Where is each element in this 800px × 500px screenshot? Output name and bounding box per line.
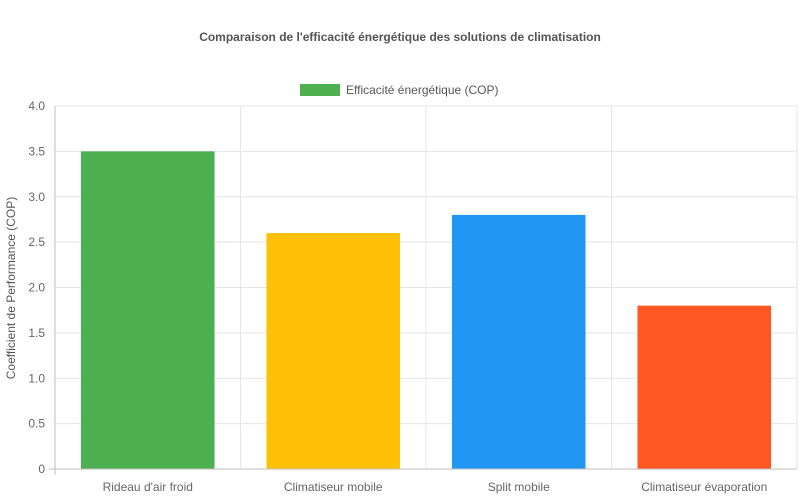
x-tick-label: Split mobile <box>488 480 550 494</box>
y-axis-label: Coefficient de Performance (COP) <box>4 197 18 380</box>
bars <box>80 151 772 469</box>
bar[interactable] <box>266 233 401 469</box>
y-tick-label: 0 <box>38 462 45 476</box>
y-tick-label: 0.5 <box>28 417 45 431</box>
x-tick-labels: Rideau d'air froid Climatiseur mobile Spli… <box>103 480 768 494</box>
y-tick-label: 4.0 <box>28 99 45 113</box>
chart-title: Comparaison de l'efficacité énergétique … <box>199 30 601 44</box>
y-tick-label: 3.5 <box>28 144 45 158</box>
bar[interactable] <box>451 214 586 469</box>
y-tick-label: 1.5 <box>28 326 45 340</box>
y-tick-labels: 0 0.5 1.0 1.5 2.0 2.5 3.0 3.5 4.0 <box>28 99 45 476</box>
x-tick-label: Rideau d'air froid <box>103 480 193 494</box>
bar[interactable] <box>637 305 772 469</box>
y-tick-label: 2.5 <box>28 235 45 249</box>
y-tick-label: 1.0 <box>28 371 45 385</box>
legend[interactable]: Efficacité énergétique (COP) <box>300 83 499 97</box>
y-tick-label: 2.0 <box>28 281 45 295</box>
x-tick-label: Climatiseur mobile <box>284 480 383 494</box>
legend-label: Efficacité énergétique (COP) <box>346 83 499 97</box>
y-tick-label: 3.0 <box>28 190 45 204</box>
x-tick-label: Climatiseur évaporation <box>641 480 767 494</box>
bar[interactable] <box>80 151 215 469</box>
legend-swatch <box>300 84 340 96</box>
axes <box>49 106 797 475</box>
